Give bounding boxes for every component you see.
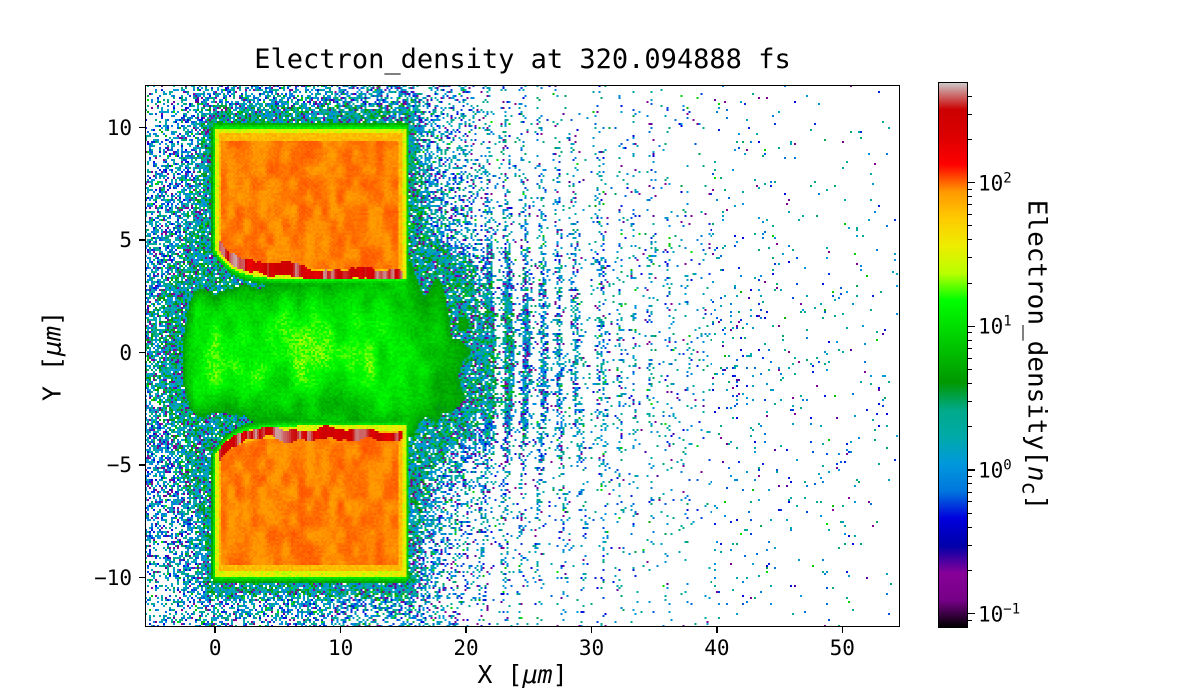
colorbar-minor-tick bbox=[968, 113, 972, 115]
colorbar-minor-tick bbox=[968, 332, 972, 334]
x-tick-mark bbox=[339, 627, 342, 633]
colorbar-label: Electron_density[nc] bbox=[1016, 200, 1051, 510]
y-tick-label: −10 bbox=[94, 565, 132, 590]
y-axis-label: Y [μm] bbox=[38, 311, 67, 401]
x-tick-mark bbox=[841, 627, 844, 633]
y-axis-label-text: Y [ bbox=[37, 356, 67, 402]
colorbar-minor-tick bbox=[968, 348, 972, 350]
y-tick-mark bbox=[139, 351, 145, 354]
x-tick-mark bbox=[214, 627, 216, 633]
colorbar-minor-tick bbox=[968, 357, 972, 359]
colorbar-minor-tick bbox=[968, 476, 972, 478]
x-tick-mark bbox=[465, 627, 467, 633]
colorbar-label-text: Electron_density[ bbox=[1021, 199, 1052, 466]
y-tick-label: 0 bbox=[119, 340, 132, 365]
colorbar-minor-tick bbox=[968, 483, 972, 485]
colorbar-major-tick bbox=[968, 469, 975, 471]
colorbar-minor-tick bbox=[968, 138, 972, 140]
heatmap-canvas bbox=[145, 85, 900, 627]
x-axis-label-close: ] bbox=[552, 660, 568, 689]
colorbar-tick-label: 100 bbox=[978, 457, 1012, 483]
x-tick-label: 40 bbox=[704, 636, 730, 660]
colorbar-minor-tick bbox=[968, 382, 972, 384]
x-tick-label: 10 bbox=[327, 636, 354, 660]
x-axis-unit: μm bbox=[522, 660, 553, 689]
colorbar-minor-tick bbox=[968, 619, 972, 621]
colorbar-minor-tick bbox=[968, 204, 972, 206]
x-tick-label: 0 bbox=[208, 636, 222, 660]
colorbar-tick-label: 102 bbox=[978, 170, 1012, 196]
colorbar-minor-tick bbox=[968, 225, 972, 227]
colorbar-tick-label: 10−1 bbox=[978, 601, 1021, 627]
colorbar-minor-tick bbox=[968, 196, 972, 197]
colorbar-minor-tick bbox=[968, 426, 972, 428]
colorbar-minor-tick bbox=[968, 369, 972, 371]
colorbar-label-subscript: c bbox=[1016, 481, 1042, 495]
y-tick-mark bbox=[139, 239, 145, 241]
colorbar-label-close: ] bbox=[1021, 494, 1052, 511]
y-axis-label-close: ] bbox=[37, 310, 67, 326]
colorbar-minor-tick bbox=[968, 544, 972, 546]
colorbar-minor-tick bbox=[968, 213, 972, 215]
colorbar-minor-tick bbox=[968, 257, 972, 259]
colorbar-major-tick bbox=[968, 325, 975, 327]
colorbar-minor-tick bbox=[968, 400, 972, 402]
y-axis-unit: μm bbox=[37, 325, 67, 357]
colorbar-minor-tick bbox=[968, 188, 972, 190]
colorbar-minor-tick bbox=[968, 569, 972, 571]
x-tick-label: 30 bbox=[578, 636, 605, 660]
x-tick-label: 50 bbox=[829, 636, 855, 660]
y-tick-mark bbox=[139, 126, 145, 129]
colorbar-minor-tick bbox=[968, 491, 972, 493]
colorbar-label-symbol: n bbox=[1021, 465, 1052, 482]
x-tick-label: 20 bbox=[453, 636, 479, 660]
x-tick-mark bbox=[590, 627, 593, 633]
y-tick-label: 10 bbox=[106, 115, 132, 140]
colorbar-minor-tick bbox=[968, 526, 972, 528]
colorbar-minor-tick bbox=[968, 512, 972, 514]
colorbar-tick-label: 101 bbox=[978, 313, 1012, 339]
colorbar-minor-tick bbox=[968, 501, 972, 503]
x-tick-mark bbox=[716, 627, 718, 633]
y-tick-label: 5 bbox=[119, 228, 132, 253]
plot-title: Electron_density at 320.094888 fs bbox=[254, 44, 791, 75]
colorbar-minor-tick bbox=[968, 282, 972, 284]
y-tick-mark bbox=[139, 464, 145, 466]
colorbar-minor-tick bbox=[968, 95, 972, 97]
colorbar-canvas bbox=[938, 82, 968, 628]
y-tick-label: −5 bbox=[106, 453, 132, 478]
x-axis-label: X [μm] bbox=[145, 660, 900, 689]
x-axis-label-text: X [ bbox=[477, 660, 523, 689]
colorbar-major-tick bbox=[968, 181, 975, 184]
colorbar-minor-tick bbox=[968, 339, 972, 341]
y-tick-mark bbox=[139, 576, 145, 579]
colorbar-minor-tick bbox=[968, 239, 972, 241]
colorbar-major-tick bbox=[968, 612, 975, 615]
